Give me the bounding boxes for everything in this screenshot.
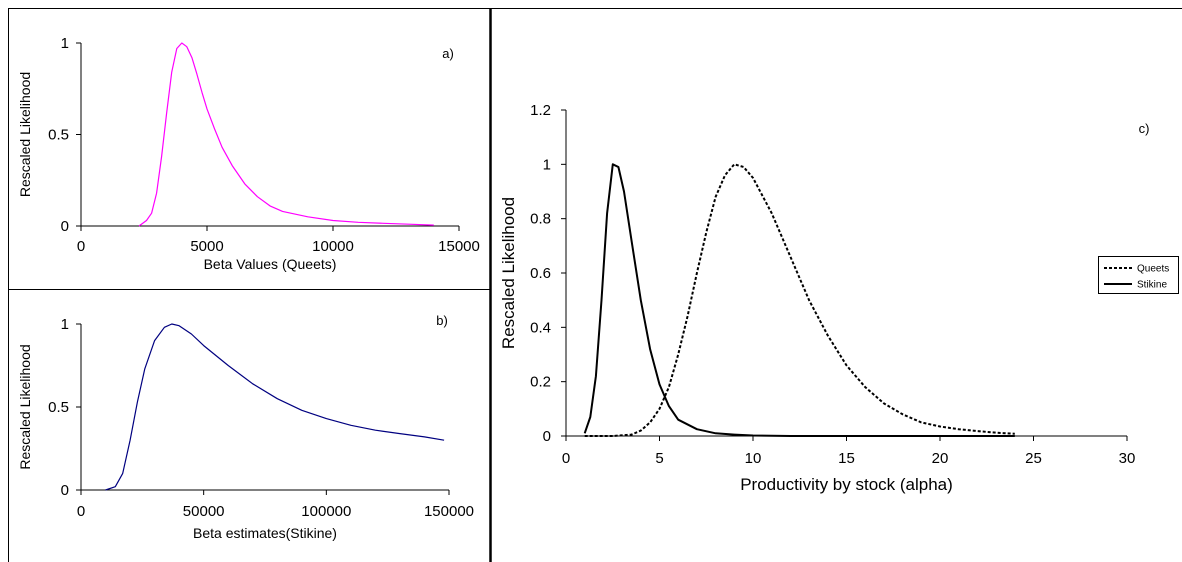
x-tick-label: 30 [1119, 450, 1136, 467]
chart-panel-c: 0 0.2 0.4 0.6 0.8 1 1.2 0 5 10 15 20 25 30 Productivit… [499, 102, 1149, 494]
y-axis-title: Rescaled Likelihood [499, 197, 518, 349]
y-tick-label: 1 [61, 35, 69, 52]
legend-box [1098, 256, 1179, 294]
panel-borders [8, 8, 1182, 562]
x-axis-title: Beta Values (Queets) [204, 256, 337, 272]
series-line-stikine [583, 163, 1015, 437]
y-tick-label: 1 [543, 156, 551, 173]
panel-label: c) [1139, 121, 1150, 136]
y-axis-title: Rescaled Likelihood [17, 72, 33, 197]
x-tick-label: 0 [562, 450, 570, 467]
y-tick-label: 1.2 [530, 102, 551, 119]
x-tick-label: 20 [932, 450, 949, 467]
x-axis-title: Productivity by stock (alpha) [740, 475, 953, 494]
y-tick-label: 0 [61, 218, 69, 235]
x-tick-label: 0 [77, 503, 85, 520]
legend-label: Queets [1137, 264, 1169, 275]
x-tick-label: 5 [655, 450, 663, 467]
y-axis-title: Rescaled Likelihood [17, 344, 33, 469]
y-tick-label: 0 [61, 482, 69, 499]
x-tick-label: 25 [1025, 450, 1042, 467]
x-tick-label: 10 [745, 450, 762, 467]
panel-label: a) [442, 46, 454, 61]
y-tick-label: 0.5 [48, 399, 69, 416]
y-tick-label: 0.5 [48, 127, 69, 144]
series-line-a [138, 42, 434, 227]
y-tick-label: 0.4 [530, 319, 551, 336]
x-tick-label: 50000 [183, 503, 225, 520]
y-tick-label: 0.6 [530, 265, 551, 282]
series-line-b [105, 323, 445, 491]
x-tick-label: 10000 [312, 238, 354, 255]
legend-panel-c: Queets Stikine [1098, 256, 1179, 294]
x-tick-label: 15 [838, 450, 855, 467]
x-tick-label: 0 [77, 238, 85, 255]
x-tick-label: 150000 [424, 503, 474, 520]
y-tick-label: 0 [543, 428, 551, 445]
legend-label: Stikine [1137, 280, 1167, 291]
y-tick-label: 0.2 [530, 374, 551, 391]
y-tick-label: 1 [61, 316, 69, 333]
x-tick-label: 100000 [301, 503, 351, 520]
x-axis-title: Beta estimates(Stikine) [193, 525, 337, 541]
panel-label: b) [436, 313, 448, 328]
x-tick-label: 15000 [438, 238, 480, 255]
y-tick-label: 0.8 [530, 211, 551, 228]
series-line-queets [584, 163, 1015, 437]
chart-panel-b: 0 0.5 1 0 50000 100000 150000 Beta estimates(St… [17, 313, 474, 541]
chart-panel-a: 0 0.5 1 0 5000 10000 15000 Beta Values (Queets)… [17, 35, 480, 272]
x-tick-label: 5000 [190, 238, 223, 255]
